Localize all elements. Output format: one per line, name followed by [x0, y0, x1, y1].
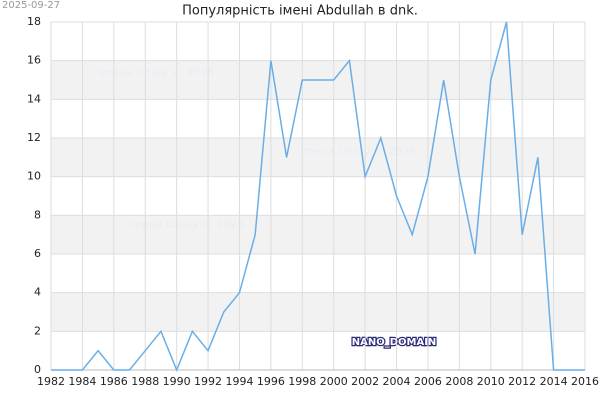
date-label: 2025-09-27	[2, 0, 60, 11]
x-tick-label: 1984	[68, 375, 96, 388]
x-tick-label: 1988	[131, 375, 159, 388]
watermark: Imena Citaty © 2025	[300, 145, 417, 158]
x-tick-label: 1990	[163, 375, 191, 388]
y-tick-label: 12	[27, 131, 41, 144]
x-tick-label: 2006	[414, 375, 442, 388]
y-tick-label: 2	[34, 324, 41, 337]
x-tick-label: 1996	[257, 375, 285, 388]
x-tick-label: 2014	[540, 375, 568, 388]
y-tick-label: 8	[34, 208, 41, 221]
x-tick-label: 1994	[225, 375, 253, 388]
watermark: Imena Citaty © 2025	[128, 218, 245, 231]
watermark: Imena Citaty © 2025	[98, 66, 215, 79]
chart-title: Популярність імені Abdullah в dnk.	[182, 4, 418, 19]
x-tick-label: 1992	[194, 375, 222, 388]
bands	[51, 60, 585, 332]
y-tick-label: 4	[34, 286, 41, 299]
y-tick-label: 16	[27, 54, 41, 67]
y-tick-label: 10	[27, 170, 41, 183]
x-tick-label: 2008	[445, 375, 473, 388]
y-tick-label: 6	[34, 247, 41, 260]
x-tick-label: 1982	[37, 375, 65, 388]
y-tick-label: 0	[34, 363, 41, 376]
line	[51, 21, 585, 372]
band	[51, 138, 585, 177]
x-tick-label: 2002	[351, 375, 379, 388]
x-tick-label: 2000	[320, 375, 348, 388]
x-tick-label: 2004	[383, 375, 411, 388]
x-tick-label: 2012	[508, 375, 536, 388]
band	[51, 215, 585, 254]
band	[51, 292, 585, 332]
domain-label: NANO_DOMAIN	[352, 337, 437, 348]
x-tick-label: 1986	[100, 375, 128, 388]
y-tick-label: 14	[27, 92, 41, 105]
x-tick-label: 2010	[477, 375, 505, 388]
x-tick-label: 2016	[571, 375, 599, 388]
x-tick-label: 1998	[288, 375, 316, 388]
y-tick-label: 18	[27, 15, 41, 28]
